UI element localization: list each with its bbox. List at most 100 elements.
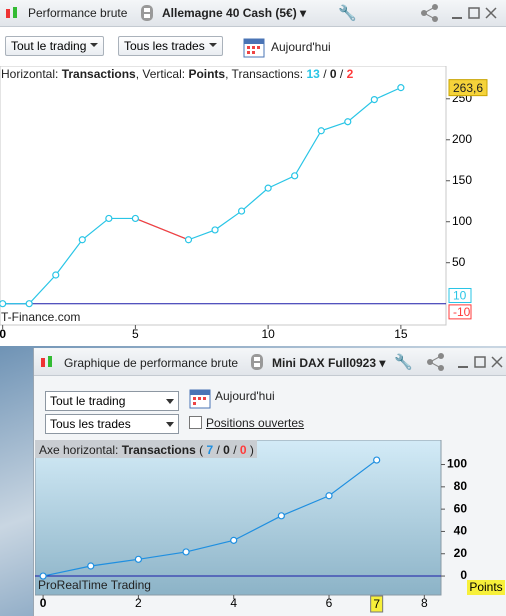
last-value-box: [448, 79, 488, 97]
x-tick-label: 10: [261, 327, 275, 341]
side-label: -10: [453, 305, 471, 319]
point: [344, 118, 352, 126]
x-label: Transactions: [121, 443, 196, 457]
scope[interactable]: Tout le trading: [50, 394, 126, 408]
point: [325, 492, 333, 500]
x-tick-label: 0: [40, 596, 47, 610]
separator: /: [323, 67, 327, 81]
y-tick-label: 40: [454, 524, 468, 538]
watermark: T-Finance.com: [1, 310, 80, 324]
separator: /: [216, 443, 220, 457]
plot-frame: [0, 66, 447, 326]
instrument-name[interactable]: Allemagne 40 Cash (5€): [162, 6, 297, 20]
link-icon[interactable]: [250, 353, 264, 371]
x-tick-label: 8: [421, 596, 428, 610]
y-tick-label: 50: [452, 255, 466, 269]
x-tick-label: 0: [0, 327, 6, 341]
series-line: [42, 459, 378, 577]
point: [52, 271, 60, 279]
side-label-box: [448, 304, 472, 320]
calendar-icon[interactable]: [242, 35, 266, 59]
period[interactable]: Aujourd'hui: [271, 40, 331, 54]
scope-dropdown[interactable]: Tout le trading: [5, 36, 105, 56]
window-controls: [421, 4, 497, 22]
link-icon[interactable]: [140, 4, 154, 22]
point: [78, 236, 86, 244]
instrument-name[interactable]: Mini DAX Full0923: [272, 356, 377, 370]
chart: 0 20 40 60 80 100 0 2 4 6 8 ProRealTime Trading 7 Poi…: [35, 440, 505, 613]
point: [373, 456, 381, 464]
y-tick-label: 20: [454, 546, 468, 560]
scope[interactable]: Tout le trading: [11, 39, 87, 53]
header-text: Horizontal:: [1, 67, 59, 81]
instrument[interactable]: Allemagne 40 Cash (5€) ▾: [162, 6, 307, 20]
y-tick-label: 0: [460, 568, 467, 582]
title-bar: [34, 349, 506, 376]
y-tick-label: 100: [452, 214, 472, 228]
trades[interactable]: Tous les trades: [124, 39, 205, 53]
app-icon: [41, 356, 52, 367]
x-tick-label: 4: [230, 596, 237, 610]
y-tick-label: 100: [447, 457, 467, 471]
x-tick-label: 6: [326, 596, 333, 610]
checkbox-label[interactable]: Positions ouvertes: [206, 416, 305, 430]
calendar-icon[interactable]: [188, 386, 212, 410]
point: [105, 214, 113, 223]
paren: ): [249, 443, 254, 457]
separator: /: [339, 67, 344, 81]
highlight-label: 7: [373, 597, 380, 611]
point: [277, 512, 285, 520]
wrench-icon[interactable]: 🔧: [394, 354, 413, 371]
window-controls: [427, 353, 503, 371]
header-text: , Transactions:: [225, 67, 304, 81]
point: [134, 555, 143, 563]
point: [264, 184, 272, 192]
plot-background: [35, 440, 442, 596]
side-label-box: [448, 287, 472, 303]
separator: /: [233, 443, 237, 457]
y-label: Points: [469, 580, 502, 594]
point: [0, 300, 7, 308]
scope-select[interactable]: Tout le trading: [45, 391, 179, 411]
trades-dropdown[interactable]: Tous les trades: [118, 36, 223, 56]
app-icon: [6, 7, 17, 18]
point: [87, 562, 95, 570]
point: [370, 96, 378, 104]
y-tick-label: 80: [454, 479, 468, 493]
header-text: , Vertical:: [135, 67, 186, 81]
point: [184, 236, 193, 244]
point: [230, 536, 238, 544]
instrument[interactable]: Mini DAX Full0923 ▾: [272, 356, 386, 370]
count-even: 0: [329, 67, 337, 81]
period[interactable]: Aujourd'hui: [215, 389, 275, 403]
point: [291, 172, 299, 180]
trades-select[interactable]: Tous les trades: [45, 414, 179, 434]
x-label: Transactions: [61, 67, 136, 81]
trades[interactable]: Tous les trades: [50, 417, 131, 431]
point: [211, 226, 219, 234]
paren: (: [199, 443, 204, 457]
highlight-box: [370, 595, 384, 613]
count-even: 0: [223, 443, 230, 457]
y-label-box: [467, 580, 505, 595]
count-win: 7: [206, 443, 214, 457]
loss-segment: [135, 217, 189, 241]
window-title: Graphique de performance brute: [64, 356, 239, 370]
point: [397, 84, 405, 92]
x-tick-label: 2: [135, 596, 142, 610]
header-text: Axe horizontal:: [39, 443, 119, 457]
point: [237, 207, 246, 215]
checkbox[interactable]: [189, 416, 202, 429]
chart-header: Axe horizontal: Transactions ( 7 / 0 / 0…: [39, 443, 254, 457]
series-line: [2, 87, 402, 305]
count-loss: 2: [346, 67, 354, 81]
count-win: 13: [306, 67, 320, 81]
window-title: Performance brute: [28, 6, 128, 20]
point: [131, 214, 139, 223]
wrench-icon[interactable]: 🔧: [338, 5, 357, 22]
chart-header: Horizontal: Transactions, Vertical: Poin…: [1, 67, 353, 81]
point: [182, 548, 190, 556]
point: [39, 572, 47, 580]
y-tick-label: 200: [452, 132, 472, 146]
